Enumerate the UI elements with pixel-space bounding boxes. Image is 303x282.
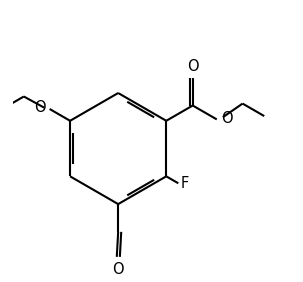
- Text: O: O: [112, 262, 123, 277]
- Text: F: F: [181, 176, 189, 191]
- Text: O: O: [34, 100, 45, 115]
- Text: O: O: [187, 59, 198, 74]
- Text: O: O: [221, 111, 233, 126]
